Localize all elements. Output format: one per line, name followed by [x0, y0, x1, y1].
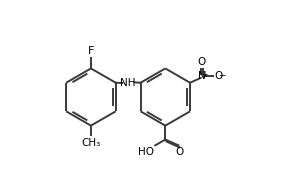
Text: CH₃: CH₃	[81, 138, 100, 148]
Text: +: +	[201, 70, 208, 79]
Text: −: −	[218, 70, 226, 79]
Text: O: O	[175, 147, 183, 157]
Text: NH: NH	[120, 78, 136, 88]
Text: F: F	[88, 46, 94, 56]
Text: O: O	[197, 57, 206, 67]
Text: O: O	[215, 71, 223, 81]
Text: N: N	[198, 71, 205, 81]
Text: HO: HO	[138, 147, 154, 157]
